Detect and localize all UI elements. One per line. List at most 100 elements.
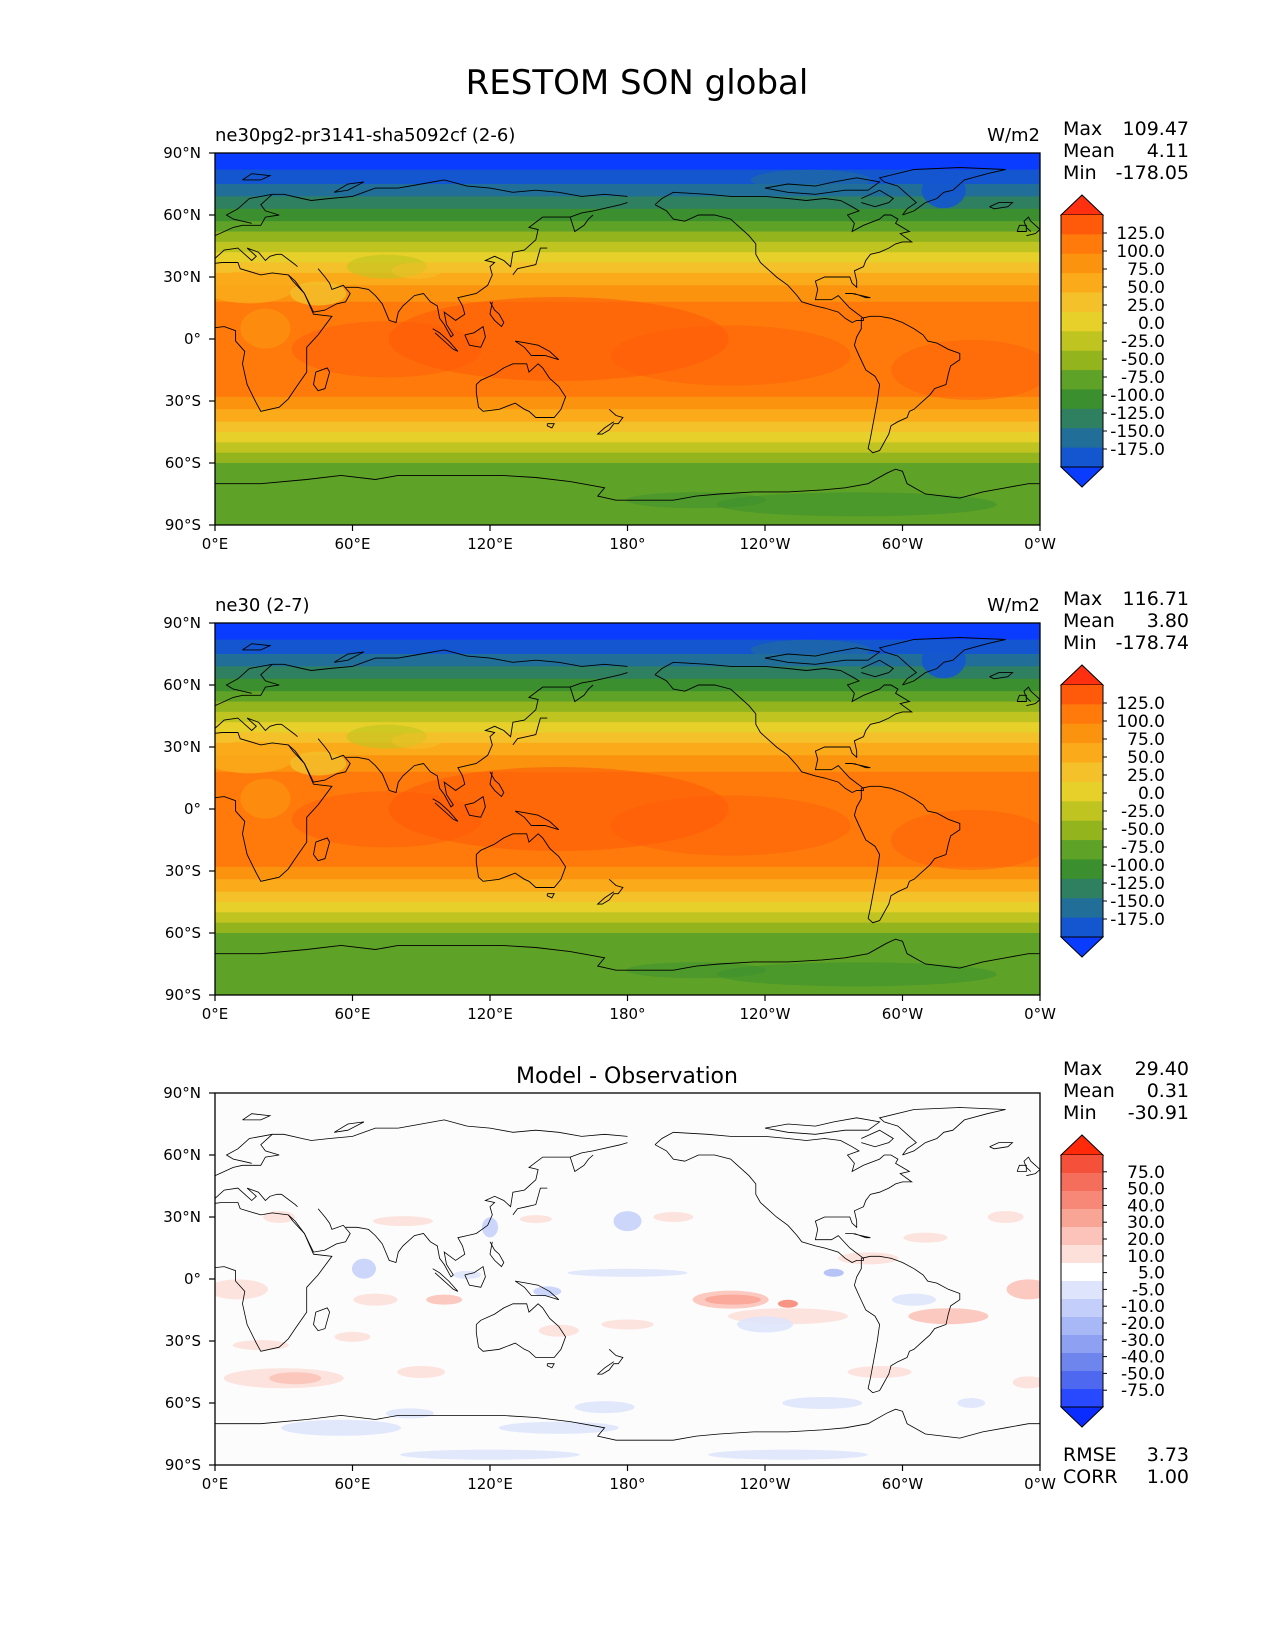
lat-tick-label: 0° [184, 800, 201, 818]
lon-tick-label: 0°W [1024, 1005, 1056, 1023]
coastline [398, 649, 628, 667]
lat-tick-label: 90°S [165, 516, 201, 534]
contour-band [215, 866, 1040, 880]
stat-label: Mean [1063, 1080, 1115, 1102]
colorbar-tick-label: -50.0 [1121, 1364, 1165, 1384]
colorbar-extend-max [1059, 194, 1105, 216]
colorbar-segment [1061, 859, 1103, 880]
coastline [225, 1133, 273, 1164]
contour-band [215, 742, 1040, 756]
coastline [287, 268, 351, 313]
panel-left-title: ne30pg2-pr3141-sha5092cf (2-6) [215, 125, 515, 146]
contour-patch [284, 486, 605, 515]
contour-patch [716, 962, 997, 987]
colorbar-tick-label: -50.0 [1121, 820, 1165, 840]
coastline [225, 663, 273, 694]
coastline [464, 325, 486, 348]
contour-patch [291, 321, 482, 378]
lon-tick-label: 180° [609, 1005, 645, 1023]
contour-patch [290, 281, 347, 306]
colorbar-tick-label: -30.0 [1121, 1331, 1165, 1351]
contour-patch [847, 1366, 912, 1378]
lon-tick-label: 120°W [740, 1005, 791, 1023]
coastline [215, 187, 399, 237]
contour-patch [921, 642, 966, 679]
lon-tick-label: 180° [609, 535, 645, 553]
contour-patch [610, 795, 851, 856]
coastline [432, 798, 459, 822]
coastline [861, 1129, 894, 1148]
coastline [288, 1208, 351, 1253]
contour-field [215, 153, 1040, 525]
colorbar-tick-label: -75.0 [1121, 368, 1165, 388]
contour-band [215, 221, 1040, 233]
colorbar-segment [1061, 917, 1103, 938]
contour-patch [215, 1279, 268, 1300]
contour-band [215, 879, 1040, 893]
lat-tick-label: 60°S [165, 454, 201, 472]
colorbar-segment [1061, 723, 1103, 744]
coastline [215, 262, 333, 412]
coastline [225, 193, 273, 224]
coastline [878, 637, 1006, 686]
stat-value: 1.00 [1147, 1466, 1189, 1488]
contour-patch [290, 751, 347, 776]
coastline [1016, 694, 1027, 702]
coastline [989, 1142, 1014, 1150]
lat-tick-label: 30°S [165, 392, 201, 410]
colorbar-segment [1061, 215, 1103, 235]
contour-field [215, 623, 1040, 995]
lat-tick-label: 60°N [163, 1146, 201, 1164]
lon-tick-label: 0°E [202, 1475, 229, 1493]
coastline [432, 1268, 459, 1292]
coastline [489, 1241, 505, 1268]
colorbar-tick-label: 125.0 [1116, 224, 1165, 244]
lat-tick-label: 30°S [165, 862, 201, 880]
contour-band [215, 912, 1040, 924]
coastline [475, 833, 567, 888]
stat-label: Min [1063, 632, 1097, 654]
coastline [569, 684, 594, 703]
stats-block: Max 29.40 Mean 0.31 Min -30.91 [1063, 1058, 1189, 1124]
panel-units: W/m2 [987, 595, 1040, 616]
contour-band [215, 922, 1040, 934]
contour-band [215, 153, 1040, 171]
coastline [215, 657, 399, 707]
contour-band [215, 396, 1040, 410]
contour-patch [215, 741, 295, 774]
colorbar-segment [1061, 350, 1103, 371]
contour-band [215, 252, 1040, 264]
colorbar-extend-max [1059, 664, 1105, 686]
coastline [333, 1121, 365, 1133]
colorbar-segment [1061, 1281, 1103, 1300]
stat-label: Mean [1063, 610, 1115, 632]
contour-patch [519, 1215, 552, 1224]
lon-tick-label: 0°E [202, 1005, 229, 1023]
colorbar-tick-label: 125.0 [1116, 694, 1165, 714]
contour-band [215, 452, 1040, 464]
stat-label: Min [1063, 1102, 1097, 1124]
contour-patch [610, 325, 851, 386]
contour-patch [397, 1366, 446, 1378]
lon-tick-label: 0°W [1024, 535, 1056, 553]
contour-patch [921, 172, 966, 209]
colorbar-tick-label: -175.0 [1110, 910, 1165, 930]
colorbar-tick-label: 100.0 [1116, 242, 1165, 262]
stat-value: 116.71 [1123, 588, 1189, 610]
coastline [853, 785, 961, 924]
colorbar-tick-label: -100.0 [1110, 856, 1165, 876]
colorbar-tick-label: -75.0 [1121, 838, 1165, 858]
contour-band [215, 933, 1040, 946]
lon-tick-label: 60°E [334, 1475, 370, 1493]
coastline [475, 363, 567, 418]
panel-reference: 90°N 60°N 30°N 0° 30°S 60°S 90°S0°E 60°E 120°E 18… [163, 595, 1056, 1023]
coastline [398, 1119, 628, 1137]
figure-title: RESTOM SON global [466, 63, 809, 103]
contour-patch [400, 1449, 580, 1460]
coastline [853, 315, 961, 454]
contour-band [215, 701, 1040, 713]
stat-value: -30.91 [1128, 1102, 1189, 1124]
contour-band [215, 241, 1040, 253]
coastline [514, 810, 560, 831]
contour-band [215, 432, 1040, 443]
